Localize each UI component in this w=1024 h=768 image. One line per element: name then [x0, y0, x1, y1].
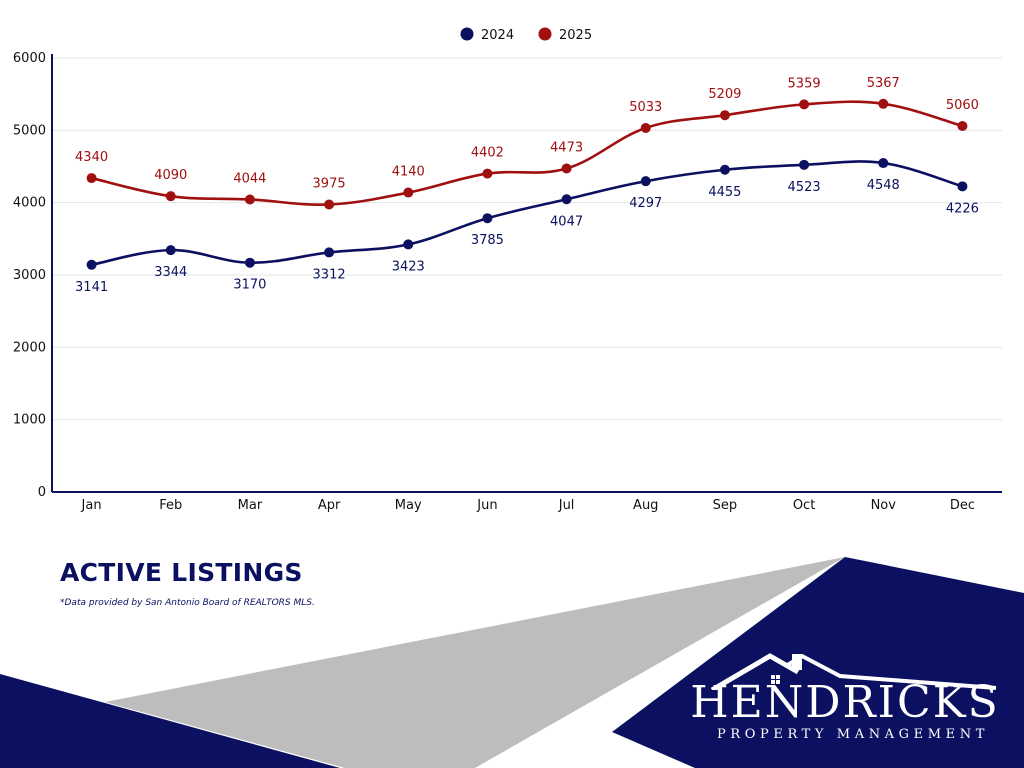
y-tick-label: 4000	[13, 196, 46, 211]
x-tick-label: Dec	[950, 498, 975, 513]
x-tick-label: Oct	[793, 498, 815, 513]
data-label: 4473	[550, 140, 583, 155]
data-point	[244, 194, 255, 205]
data-label: 5209	[708, 87, 741, 102]
data-point	[403, 187, 414, 198]
data-point	[403, 239, 414, 250]
x-tick-label: Aug	[633, 498, 658, 513]
data-label: 3344	[154, 265, 187, 280]
data-point	[165, 191, 176, 202]
x-tick-label: Jul	[558, 498, 575, 513]
navy-band-left	[0, 674, 340, 768]
axes	[51, 54, 1002, 493]
source-note: *Data provided by San Antonio Board of R…	[60, 598, 315, 608]
data-point	[561, 163, 572, 174]
data-label: 3312	[313, 267, 346, 282]
data-point	[324, 199, 335, 210]
logo-wordmark: HENDRICKS	[690, 677, 1000, 728]
x-tick-label: Jun	[476, 498, 497, 513]
house-roof-icon	[710, 653, 997, 690]
y-tick-label: 1000	[13, 413, 46, 428]
data-label: 5060	[946, 98, 979, 113]
legend-marker	[460, 27, 474, 41]
data-point	[482, 168, 493, 179]
data-label: 3170	[233, 278, 266, 293]
data-point	[799, 99, 810, 110]
data-label: 4047	[550, 214, 583, 229]
data-label: 4226	[946, 201, 979, 216]
y-tick-label: 2000	[13, 340, 46, 355]
data-point	[86, 259, 97, 270]
data-point	[878, 158, 889, 169]
gridlines	[52, 57, 1002, 421]
data-labels: 3141 3344 3170 3312 3423 3785 4047 4297 4455 4523…	[75, 76, 979, 295]
data-label: 5367	[867, 76, 900, 91]
data-point	[957, 120, 968, 131]
data-point	[244, 257, 255, 268]
series-line-2025	[91, 100, 963, 206]
data-label: 4140	[392, 165, 425, 180]
y-tick-label: 5000	[13, 123, 46, 138]
legend-label: 2025	[559, 28, 592, 43]
company-logo: HENDRICKS PROPERTY MANAGEMENT	[690, 650, 1010, 750]
x-tick-label: Mar	[238, 498, 263, 513]
x-tick-label: Sep	[713, 498, 738, 513]
data-point	[482, 213, 493, 224]
data-point	[324, 247, 335, 258]
legend-label: 2024	[481, 28, 514, 43]
data-point	[878, 98, 889, 109]
legend-marker	[538, 27, 552, 41]
data-label: 3785	[471, 233, 504, 248]
chart-title: ACTIVE LISTINGS	[60, 558, 303, 587]
data-label: 4090	[154, 168, 187, 183]
y-tick-label: 3000	[13, 268, 46, 283]
data-label: 4523	[788, 180, 821, 195]
x-tick-label: May	[395, 498, 422, 513]
data-point	[719, 110, 730, 121]
logo-tagline: PROPERTY MANAGEMENT	[717, 727, 989, 742]
data-label: 3141	[75, 280, 108, 295]
data-label: 4044	[233, 171, 266, 186]
data-label: 4548	[867, 178, 900, 193]
data-point	[719, 164, 730, 175]
data-point	[165, 245, 176, 256]
data-label: 3975	[313, 176, 346, 191]
data-point	[86, 173, 97, 184]
data-label: 5359	[788, 76, 821, 91]
data-point	[640, 122, 651, 133]
data-label: 4297	[629, 196, 662, 211]
x-tick-label: Jan	[81, 498, 102, 513]
series-lines	[91, 100, 963, 267]
gray-wedge	[105, 557, 845, 768]
data-label: 4455	[708, 185, 741, 200]
y-tick-label: 0	[38, 485, 46, 500]
x-tick-label: Nov	[871, 498, 897, 513]
y-tick-labels: 0 1000 2000 3000 4000 5000 6000	[13, 51, 46, 500]
data-point	[957, 181, 968, 192]
data-label: 5033	[629, 100, 662, 115]
data-point	[640, 176, 651, 187]
data-label: 3423	[392, 259, 425, 274]
data-label: 4402	[471, 146, 504, 161]
data-point	[561, 194, 572, 205]
series-points	[86, 98, 968, 270]
data-label: 4340	[75, 150, 108, 165]
y-tick-label: 6000	[13, 51, 46, 66]
x-tick-label: Feb	[159, 498, 182, 513]
x-tick-label: Apr	[318, 498, 341, 513]
legend: 2024 2025	[460, 27, 592, 43]
x-tick-labels: Jan Feb Mar Apr May Jun Jul Aug Sep Oct Nov Dec	[81, 498, 975, 513]
line-chart: 0 1000 2000 3000 4000 5000 6000 Jan Feb Mar Apr Ma…	[13, 27, 1002, 513]
data-point	[799, 159, 810, 170]
series-line-2024	[91, 160, 963, 267]
